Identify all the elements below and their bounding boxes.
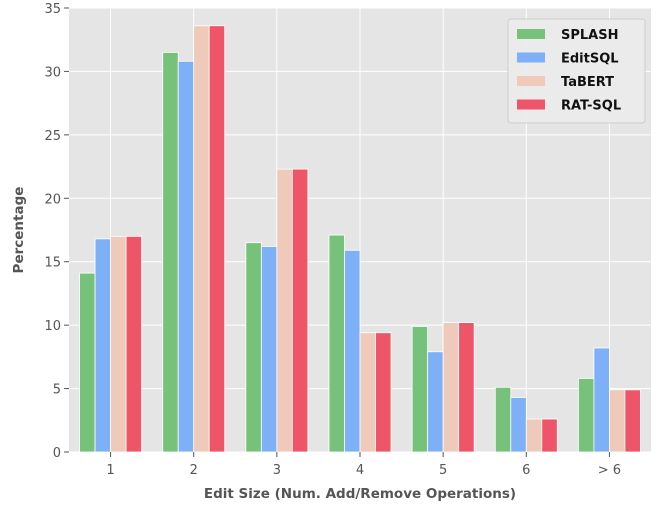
bar (162, 52, 179, 453)
bar (276, 168, 293, 453)
bar (494, 386, 512, 453)
bar (442, 322, 460, 453)
x-tick-label: > 6 (598, 463, 621, 478)
legend-swatch (517, 76, 545, 86)
x-tick-label: 4 (356, 463, 364, 478)
y-axis-ticks: 0 5 10 15 20 25 30 35 (44, 2, 69, 461)
y-tick-label: 30 (44, 65, 61, 80)
legend-label: TaBERT (561, 75, 614, 90)
bar (177, 60, 195, 453)
bar (525, 418, 543, 453)
bar (208, 25, 226, 453)
bar (427, 351, 444, 453)
x-tick-label: 1 (106, 463, 114, 478)
bar (110, 235, 127, 453)
bar (541, 418, 558, 453)
y-tick-label: 10 (44, 319, 61, 334)
bar (344, 249, 361, 453)
x-axis-title: Edit Size (Num. Add/Remove Operations) (204, 486, 516, 502)
bar (359, 332, 376, 453)
bars-group (79, 25, 641, 453)
bar (328, 234, 345, 453)
bar (458, 322, 475, 453)
bar (375, 332, 392, 453)
bar (79, 272, 96, 453)
y-tick-label: 0 (53, 446, 61, 461)
y-tick-label: 5 (53, 383, 61, 398)
bar (94, 238, 111, 453)
legend-swatch (517, 29, 545, 39)
y-tick-label: 15 (44, 256, 61, 271)
bar (291, 168, 309, 453)
x-axis-ticks: 1 2 3 4 5 6 > 6 (106, 452, 621, 478)
bar (624, 389, 641, 453)
bar (578, 378, 595, 453)
x-tick-label: 3 (273, 463, 281, 478)
bar (593, 347, 610, 453)
bar (510, 397, 527, 453)
x-tick-label: 2 (190, 463, 198, 478)
y-tick-label: 20 (44, 192, 61, 207)
legend-label: SPLASH (561, 28, 618, 43)
bar (125, 235, 142, 453)
legend-swatch (517, 99, 545, 110)
legend-box (507, 18, 646, 124)
x-tick-label: 5 (439, 463, 447, 478)
legend: SPLASH EditSQL TaBERT RAT-SQL (507, 18, 646, 124)
y-axis-title: Percentage (11, 187, 27, 274)
bar (260, 246, 278, 453)
bar (411, 326, 429, 453)
x-tick-label: 6 (522, 463, 530, 478)
y-tick-label: 25 (44, 129, 61, 144)
bar (609, 389, 626, 453)
legend-label: EditSQL (561, 52, 619, 67)
y-tick-label: 35 (44, 2, 61, 17)
bar (245, 242, 262, 453)
legend-swatch (517, 52, 545, 63)
bar (193, 25, 210, 453)
legend-label: RAT-SQL (561, 99, 621, 114)
